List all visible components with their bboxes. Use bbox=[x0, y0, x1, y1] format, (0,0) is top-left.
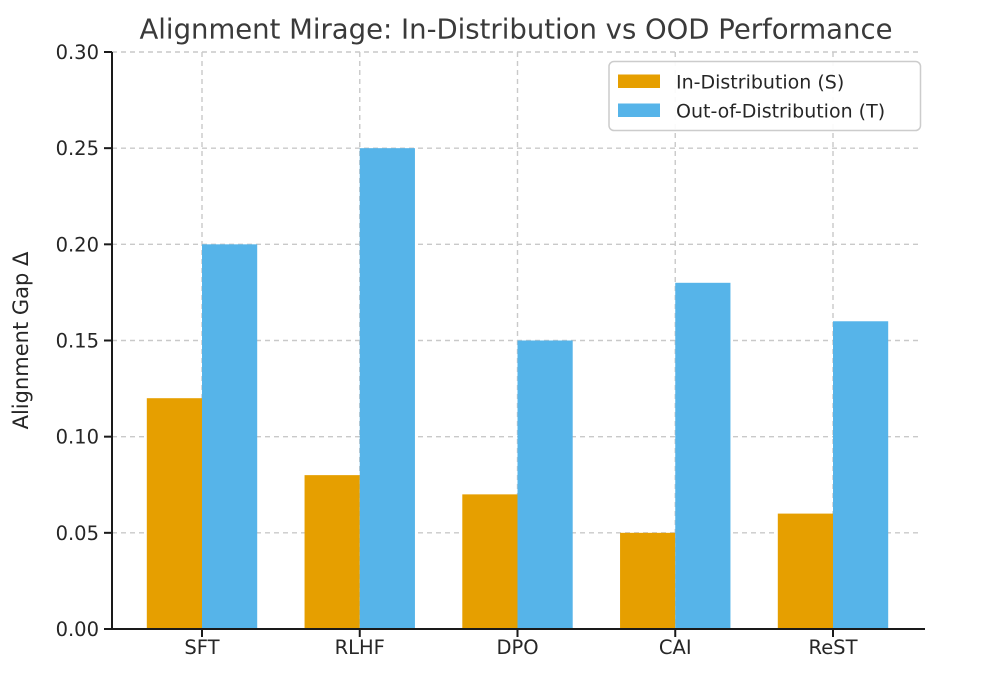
legend-swatch-out-of-distribution bbox=[618, 103, 660, 117]
y-tick-labels-layer: 0.00 0.05 0.10 0.15 0.20 0.25 0.30 bbox=[56, 41, 99, 641]
legend-box bbox=[608, 60, 922, 132]
chart-title: Alignment Mirage: In-Distribution vs OOD… bbox=[139, 14, 892, 46]
bar-out-of-distribution-sft bbox=[202, 244, 258, 630]
y-tick-label: 0.20 bbox=[56, 233, 99, 256]
y-tick-label: 0.05 bbox=[56, 522, 99, 545]
bar-in-distribution-rlhf bbox=[304, 475, 360, 629]
x-tick-label: CAI bbox=[659, 636, 692, 659]
bar-out-of-distribution-dpo bbox=[517, 340, 573, 629]
x-tick-labels-layer: SFT RLHF DPO CAI ReST bbox=[184, 636, 857, 659]
bar-out-of-distribution-rest bbox=[833, 321, 889, 629]
legend-label-in-distribution: In-Distribution (S) bbox=[676, 72, 844, 94]
x-tick-label: SFT bbox=[184, 636, 219, 659]
bar-in-distribution-sft bbox=[146, 398, 202, 629]
y-tick-label: 0.10 bbox=[56, 426, 99, 449]
y-tick-label: 0.15 bbox=[56, 330, 99, 353]
legend-swatch-in-distribution bbox=[618, 74, 660, 88]
legend: In-Distribution (S) Out-of-Distribution … bbox=[608, 60, 922, 132]
y-tick-label: 0.25 bbox=[56, 137, 99, 160]
bars-layer bbox=[146, 148, 889, 630]
bar-out-of-distribution-cai bbox=[675, 282, 731, 629]
x-tick-label: DPO bbox=[496, 636, 538, 659]
x-tick-label: RLHF bbox=[335, 636, 385, 659]
bar-in-distribution-dpo bbox=[462, 494, 518, 629]
y-tick-label: 0.00 bbox=[56, 618, 99, 641]
axes-layer bbox=[104, 51, 925, 637]
y-axis-label: Alignment Gap Δ bbox=[9, 251, 33, 429]
y-tick-label: 0.30 bbox=[56, 41, 99, 64]
x-tick-label: ReST bbox=[809, 636, 858, 659]
bar-out-of-distribution-rlhf bbox=[359, 148, 415, 629]
bar-in-distribution-rest bbox=[777, 513, 833, 629]
legend-label-out-of-distribution: Out-of-Distribution (T) bbox=[676, 101, 885, 123]
bar-in-distribution-cai bbox=[620, 532, 676, 629]
